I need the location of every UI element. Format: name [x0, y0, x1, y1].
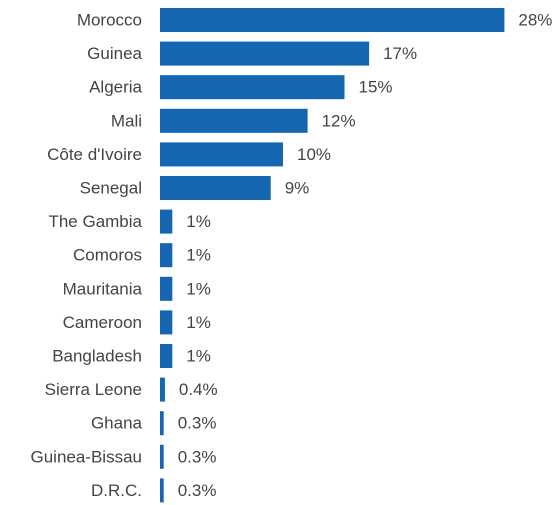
bar — [160, 310, 173, 335]
value-label: 1% — [186, 246, 211, 265]
bar — [160, 444, 164, 469]
value-label: 17% — [383, 44, 417, 63]
category-label: Côte d'Ivoire — [47, 145, 142, 164]
value-label: 0.4% — [179, 380, 218, 399]
value-label: 9% — [285, 179, 310, 198]
value-label: 0.3% — [178, 447, 217, 466]
category-label: Guinea — [87, 44, 142, 63]
bar — [160, 411, 164, 436]
category-label: Mali — [111, 111, 142, 130]
value-label: 1% — [186, 212, 211, 231]
value-label: 15% — [359, 78, 393, 97]
category-label: D.R.C. — [91, 481, 142, 500]
value-label: 10% — [297, 145, 331, 164]
bar — [160, 176, 271, 200]
value-label: 1% — [186, 279, 211, 298]
category-label: Mauritania — [63, 279, 143, 298]
value-label: 12% — [322, 111, 356, 130]
bar — [160, 108, 308, 133]
bar — [160, 344, 173, 368]
value-label: 1% — [186, 347, 211, 366]
category-label: Senegal — [80, 179, 142, 198]
value-label: 1% — [186, 313, 211, 332]
category-label: Cameroon — [63, 313, 142, 332]
bar — [160, 377, 165, 402]
category-label: Guinea-Bissau — [30, 447, 142, 466]
category-label: Ghana — [91, 414, 143, 433]
category-label: Comoros — [73, 246, 142, 265]
bar — [160, 243, 173, 268]
bar — [160, 142, 283, 167]
bar — [160, 478, 164, 503]
bar — [160, 75, 345, 100]
value-labels: 28% 17% 15%12% 10% 9% 1% 1% 1% 1% 1% 0.4% 0.3% 0.3% 0… — [178, 11, 553, 500]
bars — [160, 8, 505, 503]
category-labels: Morocco Guinea Algeria Mali Côte d'Ivoire Sen… — [30, 11, 142, 500]
category-label: Algeria — [89, 78, 142, 97]
value-label: 28% — [518, 11, 552, 30]
category-label: Sierra Leone — [45, 380, 142, 399]
bar — [160, 276, 173, 301]
value-label: 0.3% — [178, 481, 217, 500]
category-label: Morocco — [77, 11, 142, 30]
bar — [160, 8, 505, 32]
bar — [160, 41, 370, 66]
category-label: Bangladesh — [52, 347, 142, 366]
value-label: 0.3% — [178, 414, 217, 433]
bar — [160, 209, 173, 234]
category-label: The Gambia — [48, 212, 142, 231]
